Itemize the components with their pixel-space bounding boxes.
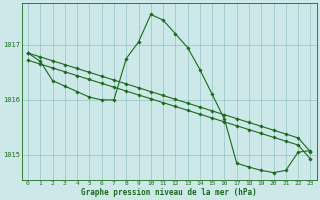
- X-axis label: Graphe pression niveau de la mer (hPa): Graphe pression niveau de la mer (hPa): [81, 188, 257, 197]
